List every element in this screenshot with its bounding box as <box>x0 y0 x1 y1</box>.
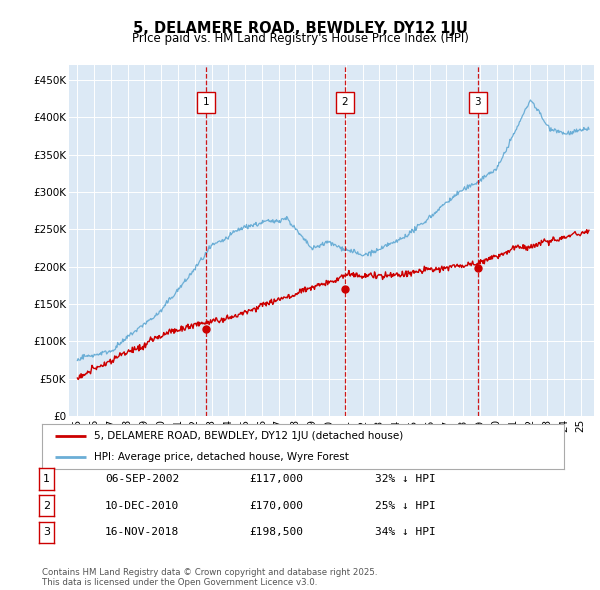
Text: 5, DELAMERE ROAD, BEWDLEY, DY12 1JU (detached house): 5, DELAMERE ROAD, BEWDLEY, DY12 1JU (det… <box>94 431 403 441</box>
FancyBboxPatch shape <box>197 92 215 113</box>
Text: 10-DEC-2010: 10-DEC-2010 <box>105 501 179 510</box>
Text: 16-NOV-2018: 16-NOV-2018 <box>105 527 179 537</box>
Text: 06-SEP-2002: 06-SEP-2002 <box>105 474 179 484</box>
FancyBboxPatch shape <box>469 92 487 113</box>
Text: Contains HM Land Registry data © Crown copyright and database right 2025.
This d: Contains HM Land Registry data © Crown c… <box>42 568 377 587</box>
Text: 1: 1 <box>43 474 50 484</box>
Text: £170,000: £170,000 <box>249 501 303 510</box>
Text: 34% ↓ HPI: 34% ↓ HPI <box>375 527 436 537</box>
Text: 3: 3 <box>475 97 481 107</box>
Text: 3: 3 <box>43 527 50 537</box>
FancyBboxPatch shape <box>335 92 354 113</box>
Text: Price paid vs. HM Land Registry's House Price Index (HPI): Price paid vs. HM Land Registry's House … <box>131 32 469 45</box>
Text: 2: 2 <box>43 501 50 510</box>
Text: 1: 1 <box>203 97 209 107</box>
Text: £117,000: £117,000 <box>249 474 303 484</box>
Text: £198,500: £198,500 <box>249 527 303 537</box>
Text: 2: 2 <box>341 97 348 107</box>
Text: 25% ↓ HPI: 25% ↓ HPI <box>375 501 436 510</box>
Text: HPI: Average price, detached house, Wyre Forest: HPI: Average price, detached house, Wyre… <box>94 452 349 462</box>
Text: 32% ↓ HPI: 32% ↓ HPI <box>375 474 436 484</box>
Text: 5, DELAMERE ROAD, BEWDLEY, DY12 1JU: 5, DELAMERE ROAD, BEWDLEY, DY12 1JU <box>133 21 467 35</box>
